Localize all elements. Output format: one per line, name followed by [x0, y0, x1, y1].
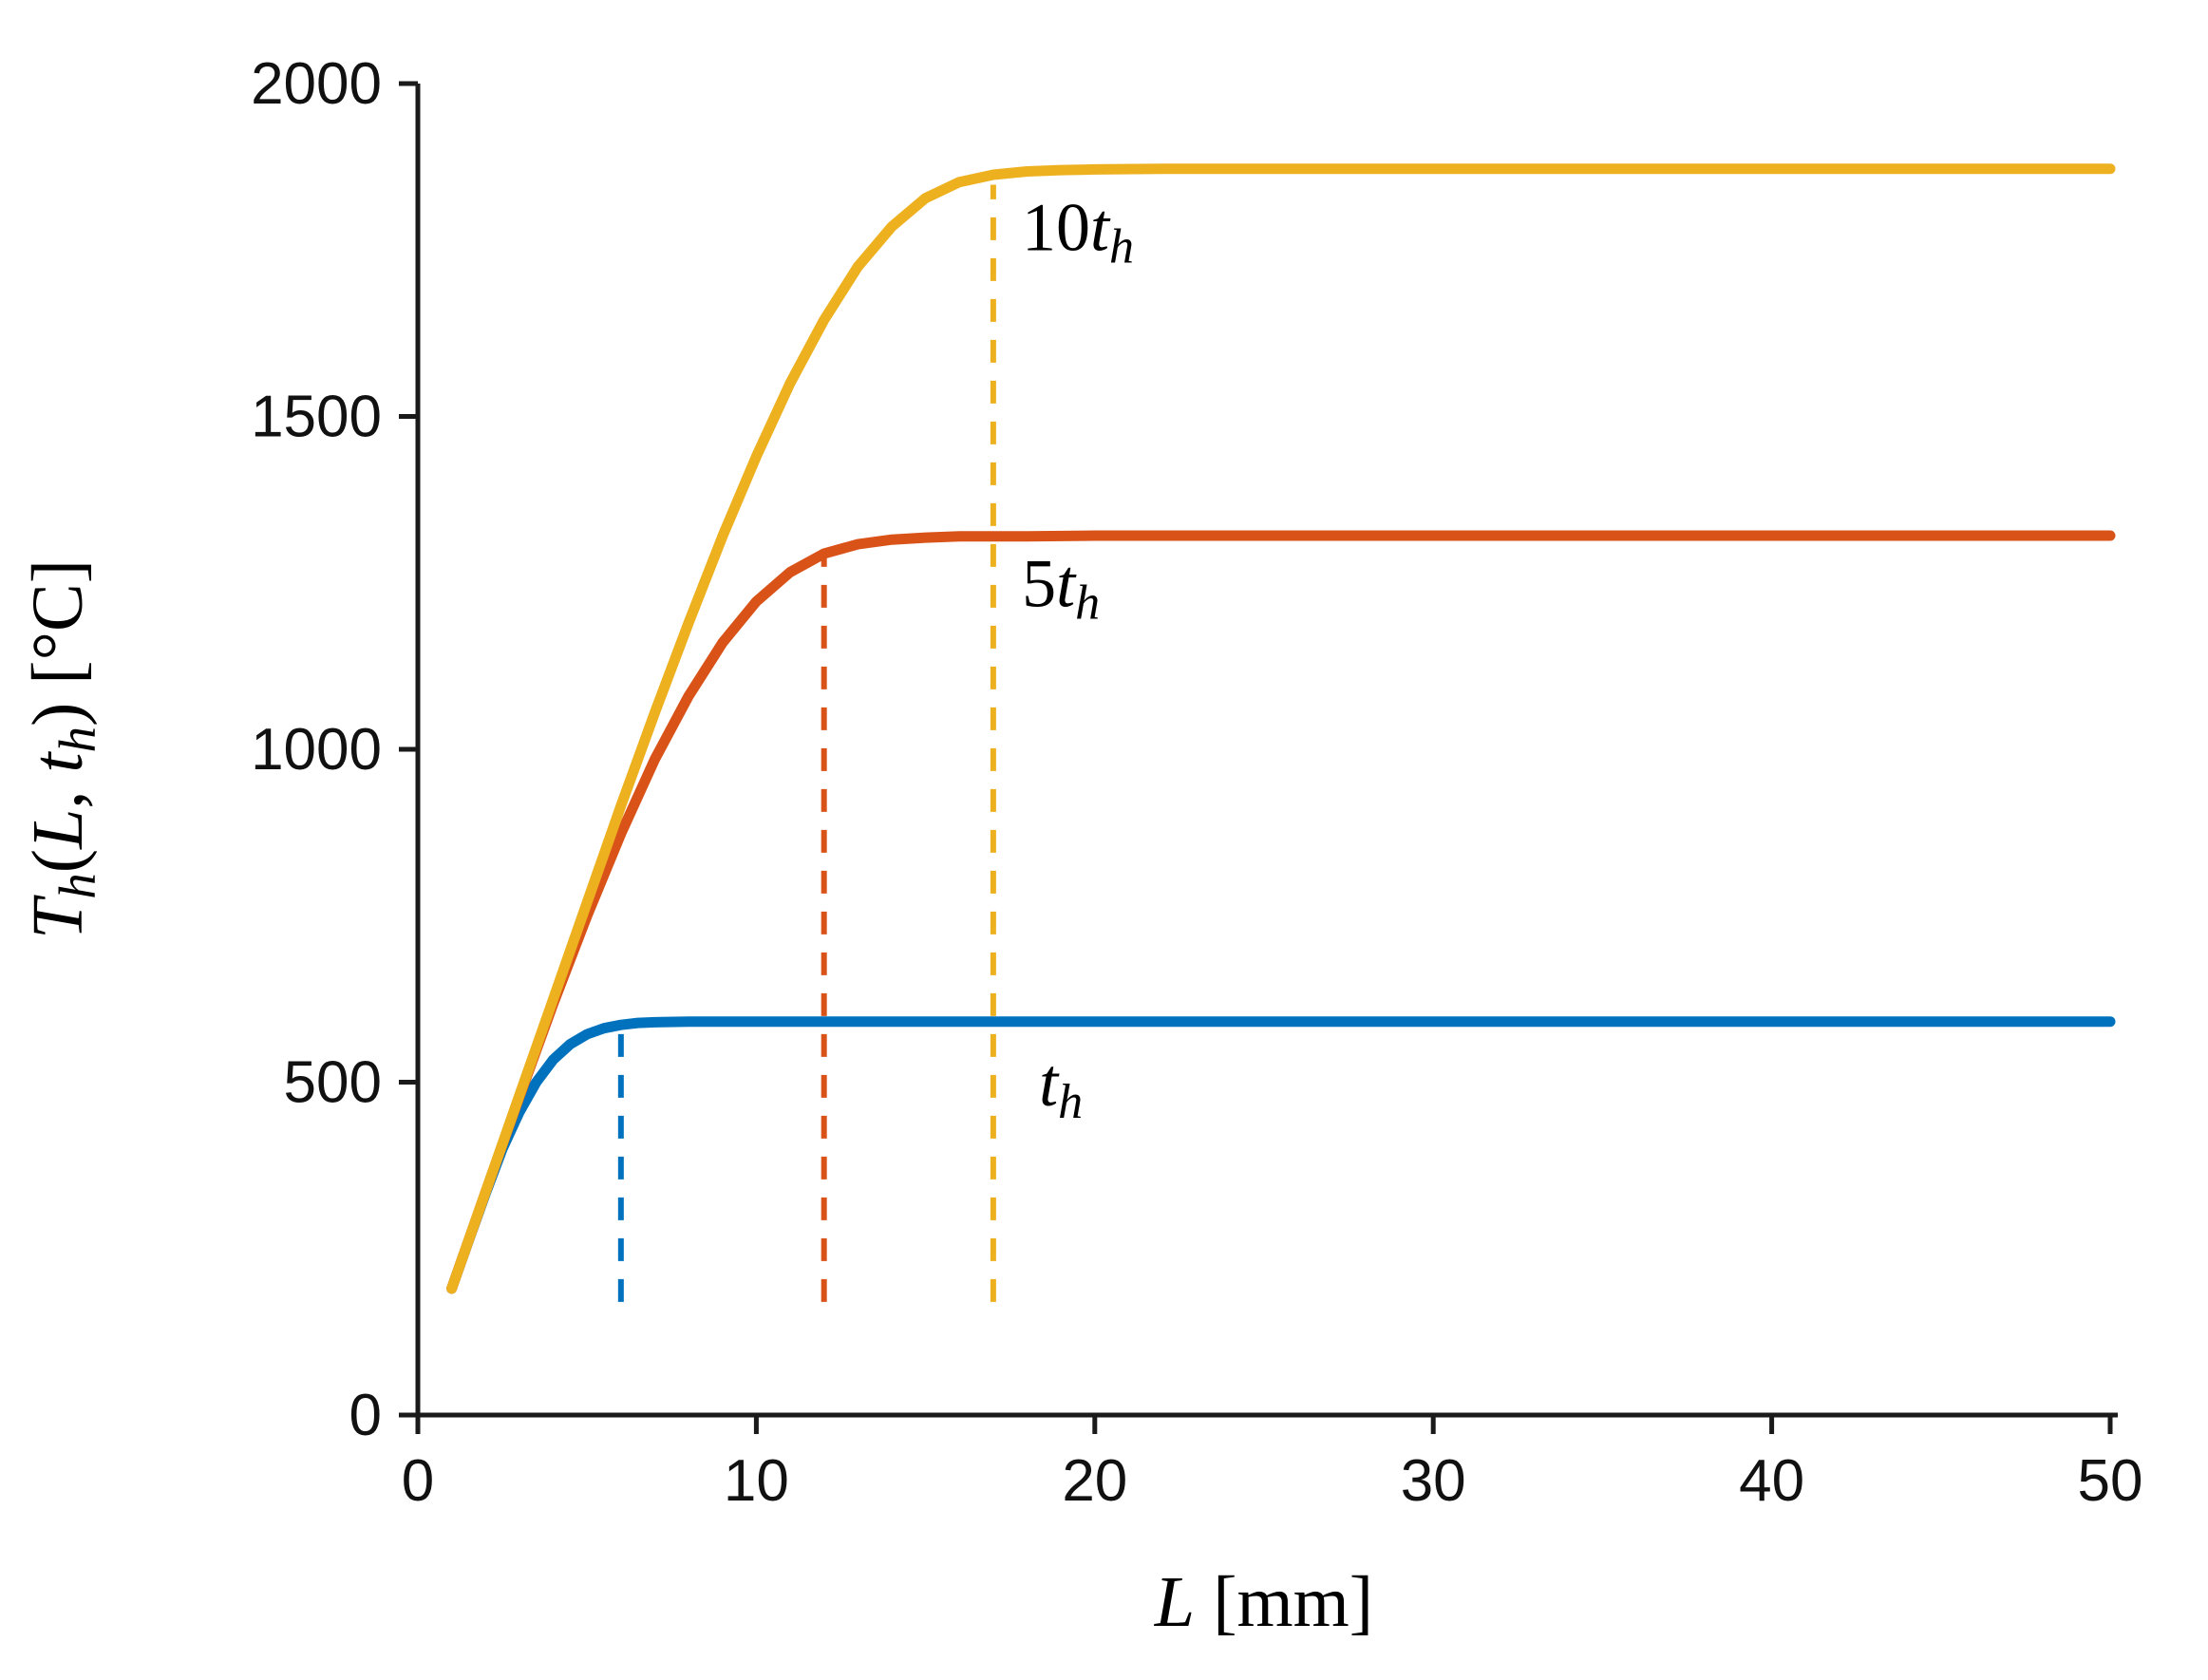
x-axis-label: L [mm]: [1154, 1562, 1373, 1642]
y-axis-label: Th(L, th) [°C]: [18, 559, 106, 939]
y-tick-label: 0: [349, 1383, 382, 1448]
x-tick-label: 40: [1739, 1448, 1804, 1514]
y-tick-label: 500: [284, 1050, 382, 1116]
series-annotation-10th: 10th: [1022, 189, 1134, 274]
series-line-th: [446, 1016, 2116, 1294]
y-tick-label: 2000: [251, 51, 382, 117]
x-tick-label: 30: [1401, 1448, 1466, 1514]
x-tick-label: 20: [1062, 1448, 1127, 1514]
x-tick-label: 50: [2078, 1448, 2143, 1514]
series-annotation-5th: 5th: [1022, 545, 1100, 630]
x-tick-label: 0: [402, 1448, 434, 1514]
series-line-5th: [446, 530, 2116, 1294]
series-annotation-th: th: [1039, 1045, 1083, 1129]
series-line-10th: [446, 163, 2116, 1294]
y-tick-label: 1000: [251, 717, 382, 783]
x-tick-label: 10: [724, 1448, 789, 1514]
y-tick-label: 1500: [251, 385, 382, 450]
